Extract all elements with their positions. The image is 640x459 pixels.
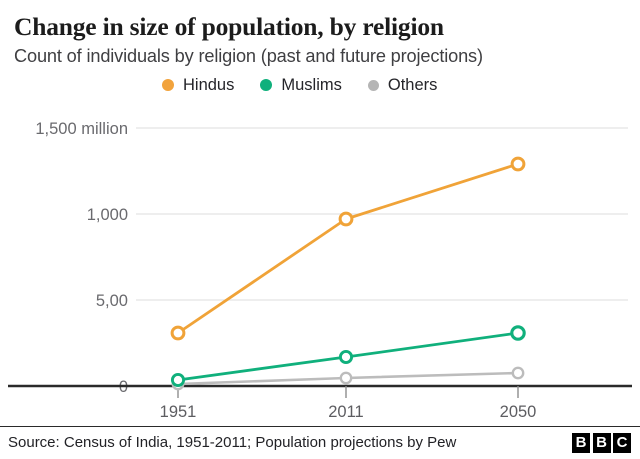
legend-dot-others xyxy=(367,79,379,91)
data-point-muslims-1951 xyxy=(170,372,186,388)
y-tick-1000: 1,000 xyxy=(87,206,128,224)
bbc-logo-block-1: B xyxy=(572,433,590,453)
series-hindus xyxy=(170,156,526,341)
data-point-muslims-2011 xyxy=(338,349,354,365)
legend-label-hindus: Hindus xyxy=(183,76,235,94)
legend-item-others[interactable]: Others xyxy=(367,76,438,94)
bbc-logo: B B C xyxy=(572,433,634,453)
chart-plot-area: 1,500 million 1,000 5,00 0 1951 2011 205… xyxy=(0,118,640,426)
chart-footer: Source: Census of India, 1951-2011; Popu… xyxy=(0,426,640,459)
x-tick-2011: 2011 xyxy=(328,403,363,421)
bbc-logo-block-3: C xyxy=(613,433,631,453)
data-point-hindus-2011 xyxy=(338,211,354,227)
chart-subtitle: Count of individuals by religion (past a… xyxy=(14,46,483,66)
data-point-muslims-2050 xyxy=(510,325,526,341)
y-tick-1500: 1,500 million xyxy=(35,120,128,138)
data-point-hindus-2050 xyxy=(510,156,526,172)
legend-label-muslims: Muslims xyxy=(281,76,342,94)
series-muslims xyxy=(170,325,526,388)
x-axis-ticks xyxy=(177,386,519,398)
data-point-hindus-1951 xyxy=(170,325,186,341)
line-chart-svg: 1,500 million 1,000 5,00 0 1951 2011 205… xyxy=(8,120,632,421)
x-axis-labels: 1951 2011 2050 xyxy=(160,403,537,421)
series-line-hindus xyxy=(176,162,520,335)
legend-label-others: Others xyxy=(387,76,438,94)
chart-header: Change in size of population, by religio… xyxy=(0,0,640,94)
x-tick-2050: 2050 xyxy=(500,403,537,421)
data-point-others-2050 xyxy=(511,366,525,380)
bbc-logo-block-2: B xyxy=(592,433,611,453)
source-note: Source: Census of India, 1951-2011; Popu… xyxy=(8,434,457,451)
legend-dot-muslims xyxy=(260,79,273,91)
data-point-others-2011 xyxy=(339,371,353,385)
legend-item-hindus[interactable]: Hindus xyxy=(162,76,234,94)
y-axis-labels: 1,500 million 1,000 5,00 0 xyxy=(35,120,128,396)
chart-legend: Hindus Muslims Others xyxy=(14,76,626,94)
x-tick-1951: 1951 xyxy=(160,403,197,421)
legend-dot-hindus xyxy=(162,79,174,91)
y-tick-500: 5,00 xyxy=(96,292,128,310)
gridlines xyxy=(136,127,628,301)
page-title: Change in size of population, by religio… xyxy=(14,12,444,41)
legend-item-muslims[interactable]: Muslims xyxy=(260,76,342,94)
